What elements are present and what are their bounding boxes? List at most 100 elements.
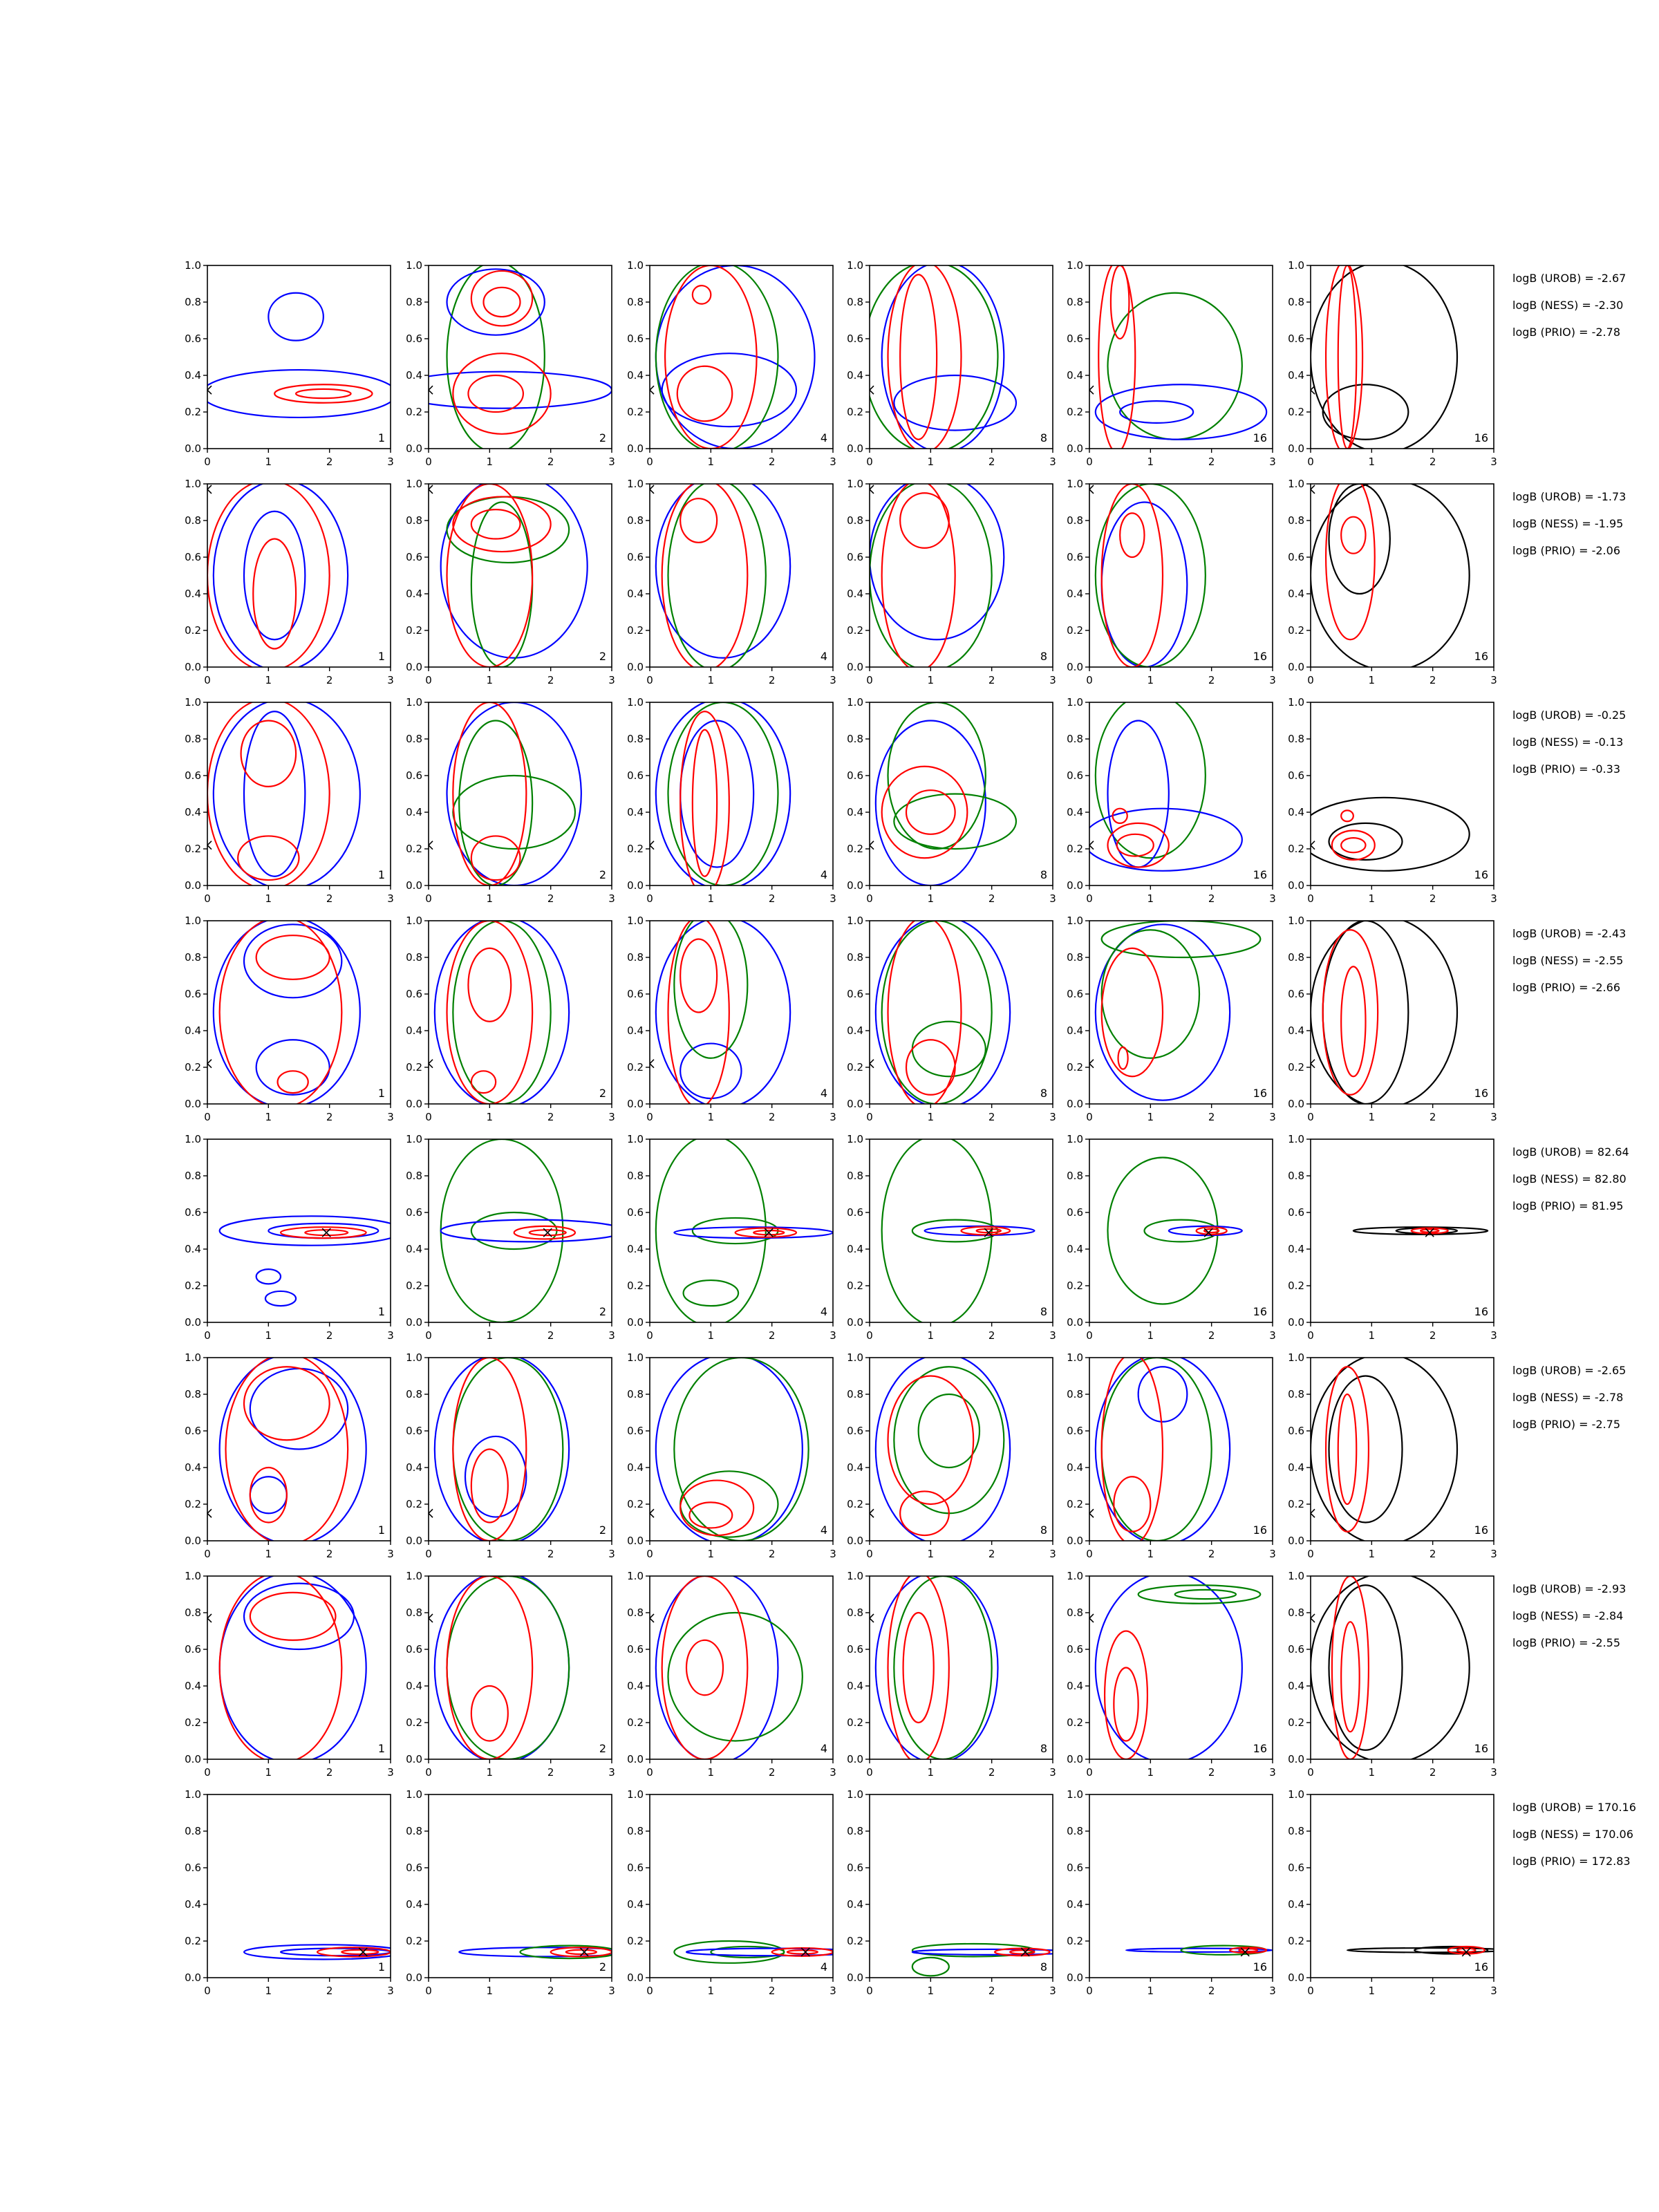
panel-corner-label: 1 xyxy=(378,1742,385,1755)
blue-contour xyxy=(655,1358,803,1541)
axes-frame xyxy=(869,1575,1053,1760)
x-tick-label: 3 xyxy=(1490,1111,1497,1123)
panel: 0.00.20.40.60.81.00 1 2 31 xyxy=(185,1570,394,1779)
x-tick-label: 1 xyxy=(1369,1111,1376,1123)
x-tick-label: 1 xyxy=(487,1329,494,1342)
true-value-marker xyxy=(1089,485,1094,494)
y-tick-label: 0.6 xyxy=(627,988,644,1000)
red-contour xyxy=(881,484,956,667)
y-tick-label: 0.4 xyxy=(1067,1024,1083,1037)
y-tick-label: 0.6 xyxy=(627,551,644,563)
x-tick-label: 1 xyxy=(928,892,935,905)
red-contour xyxy=(1195,1226,1228,1235)
panel-corner-label: 8 xyxy=(1040,1305,1047,1318)
red-contour xyxy=(1324,1366,1370,1533)
black-contour xyxy=(1311,796,1470,872)
y-tick-label: 0.4 xyxy=(847,1024,863,1037)
black-contour xyxy=(1311,921,1459,1104)
true-value-marker xyxy=(870,485,874,494)
true-value-marker xyxy=(207,1059,212,1069)
x-tick-label: 0 xyxy=(204,1329,211,1342)
x-tick-label: 0 xyxy=(1307,456,1314,468)
figure-row: 0.00.20.40.60.81.00 1 2 310.00.20.40.60.81.… xyxy=(185,1788,1636,1997)
y-tick-label: 0.6 xyxy=(847,988,863,1000)
y-tick-label: 0.6 xyxy=(185,551,201,563)
x-tick-label: 0 xyxy=(204,674,211,686)
axes-frame xyxy=(1310,265,1494,449)
axes-frame xyxy=(869,483,1053,668)
y-tick-label: 0.0 xyxy=(1288,661,1304,673)
panel: 0.0 0.2 0.4 0.6 0.8 1.0 0 1 2 316 xyxy=(1288,259,1497,468)
red-contour xyxy=(452,496,552,553)
axes-frame xyxy=(1089,920,1273,1105)
axes-frame xyxy=(649,1357,834,1541)
y-tick-label: 0.2 xyxy=(627,1061,644,1074)
red-contour xyxy=(304,1229,349,1237)
x-tick-label: 0 xyxy=(866,1985,873,1997)
y-tick-label: 1.0 xyxy=(185,1570,201,1582)
green-contour xyxy=(440,1139,564,1322)
panel-corner-label: 2 xyxy=(599,868,606,881)
logb-annotation: logB (NESS) = 170.06 xyxy=(1512,1828,1633,1841)
true-value-marker xyxy=(429,1508,433,1518)
x-tick-label: 1 xyxy=(265,1111,272,1123)
panel: 0.0 0.2 0.4 0.6 0.8 1.0 0 1 2 316 xyxy=(1288,915,1497,1123)
blue-contour xyxy=(464,1435,527,1518)
panel-corner-label: 2 xyxy=(599,431,606,444)
y-tick-label: 0.0 xyxy=(847,1753,863,1765)
x-tick-label: 0 xyxy=(204,1111,211,1123)
x-tick-label: 0 xyxy=(1307,1111,1314,1123)
y-tick-label: 0.8 xyxy=(847,296,863,308)
true-value-marker xyxy=(650,841,655,850)
figure-row: 0.00.20.40.60.81.00 1 2 310.00.20.40.60.81.… xyxy=(185,259,1626,468)
panel: 0.0 0.2 0.4 0.6 0.8 1.0 0 1 2 316 xyxy=(1288,478,1497,686)
y-tick-label: 0.4 xyxy=(1067,1461,1083,1474)
red-contour xyxy=(1113,1476,1152,1533)
contour-layer xyxy=(1094,1576,1262,1759)
y-tick-label: 0.0 xyxy=(1067,442,1083,455)
red-contour xyxy=(1100,484,1164,667)
red-contour xyxy=(685,1639,724,1696)
x-tick-label: 0 xyxy=(1307,1548,1314,1560)
panel: 0.0 0.2 0.4 0.6 0.8 1.0 0 1 2 316 xyxy=(1067,1788,1276,1997)
blue-contour xyxy=(1094,1358,1231,1541)
red-contour xyxy=(1331,1576,1370,1759)
panel-corner-label: 8 xyxy=(1040,1960,1047,1974)
y-tick-label: 0.4 xyxy=(406,1898,422,1911)
green-contour xyxy=(1094,702,1206,859)
y-tick-label: 0.6 xyxy=(185,1206,201,1219)
panel-corner-label: 8 xyxy=(1040,650,1047,663)
x-tick-label: 1 xyxy=(487,456,494,468)
panel: 0.0 0.2 0.4 0.6 0.8 1.0 0 1 2 316 xyxy=(1288,1788,1497,1997)
y-tick-label: 0.0 xyxy=(1288,1535,1304,1547)
y-tick-label: 1.0 xyxy=(185,915,201,927)
axes-frame xyxy=(1310,483,1494,668)
y-tick-label: 1.0 xyxy=(185,1788,201,1801)
contour-layer xyxy=(1089,702,1243,872)
panel-corner-label: 8 xyxy=(1040,1742,1047,1755)
logb-annotation: logB (UROB) = -2.93 xyxy=(1512,1582,1626,1595)
axes-frame xyxy=(869,265,1053,449)
panel-corner-label: 16 xyxy=(1253,1960,1267,1974)
x-tick-label: 0 xyxy=(204,1985,211,1997)
green-contour xyxy=(667,1611,803,1742)
red-contour xyxy=(664,265,758,449)
panel-corner-label: 4 xyxy=(821,1524,827,1537)
x-tick-label: 3 xyxy=(387,1548,394,1560)
x-tick-label: 1 xyxy=(708,456,715,468)
x-tick-label: 1 xyxy=(1369,1985,1376,1997)
x-tick-label: 1 xyxy=(928,1329,935,1342)
x-tick-label: 3 xyxy=(830,1111,836,1123)
red-contour xyxy=(249,1591,337,1641)
logb-annotation: logB (PRIO) = 172.83 xyxy=(1512,1855,1631,1868)
y-tick-label: 0.0 xyxy=(1067,661,1083,673)
x-tick-label: 2 xyxy=(547,1548,554,1560)
contour-layer xyxy=(655,921,791,1104)
panel-corner-label: 4 xyxy=(821,650,827,663)
y-tick-label: 0.8 xyxy=(1288,1388,1304,1400)
y-tick-label: 0.4 xyxy=(406,806,422,818)
contour-layer xyxy=(1311,796,1470,872)
y-tick-label: 0.8 xyxy=(627,514,644,527)
green-contour xyxy=(458,720,534,885)
logb-annotation: logB (PRIO) = -2.78 xyxy=(1512,326,1620,339)
